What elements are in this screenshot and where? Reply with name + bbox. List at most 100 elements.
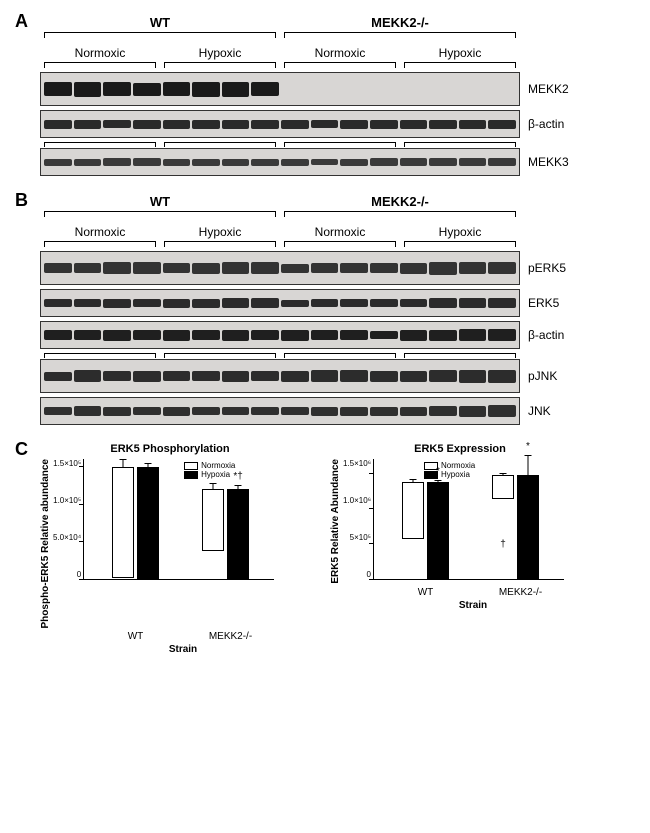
legend-item: Normoxia [184,461,235,470]
error-bar [527,455,528,476]
lane [311,362,339,390]
band [429,120,457,129]
bar [137,467,159,580]
condition-row: NormoxicHypoxicNormoxicHypoxic [40,46,635,60]
lane [192,254,220,282]
lane [370,254,398,282]
legend-swatch [184,471,198,479]
chart-title: ERK5 Expression [330,443,590,455]
bracket [164,353,276,355]
lane [74,75,102,103]
bracket [284,211,516,213]
lane [400,113,428,135]
blot-label: ERK5 [528,296,559,310]
lane [103,292,131,314]
western-blot [40,72,520,106]
tick-mark [79,466,84,467]
band [103,158,131,166]
lane [370,75,398,103]
legend-swatch [184,462,198,470]
band [192,330,220,340]
lane [400,75,428,103]
band [222,159,250,166]
lane [74,292,102,314]
band [340,370,368,382]
band [370,407,398,416]
lane [340,362,368,390]
lane [163,75,191,103]
band [400,299,428,307]
error-bar [412,479,413,483]
blot-label: β-actin [528,117,564,131]
band [103,262,131,274]
western-blot [40,148,520,176]
lane [222,254,250,282]
plot-area: NormoxiaHypoxia*†* [373,459,564,580]
lane [251,75,279,103]
band [281,300,309,307]
lane [429,324,457,346]
bracket [284,32,516,34]
band [192,299,220,308]
band [133,371,161,382]
western-blot [40,359,520,393]
lane [459,113,487,135]
band [400,158,428,166]
band [44,299,72,307]
lane [400,254,428,282]
tick-mark [369,473,374,474]
band [251,120,279,129]
blot-row: JNK [40,397,635,425]
band [44,82,72,96]
lane [222,362,250,390]
lane [459,151,487,173]
bar [517,475,539,579]
band [74,82,102,97]
lane [133,400,161,422]
bracket [284,62,396,64]
band [163,371,191,381]
bracket [44,241,156,243]
band [74,299,102,307]
lane [44,113,72,135]
blot-label: pERK5 [528,261,566,275]
band [163,82,191,96]
condition-row: NormoxicHypoxicNormoxicHypoxic [40,225,635,239]
band [251,407,279,415]
blot-row: MEKK2 [40,72,635,106]
lane [133,324,161,346]
x-tick-label: WT [88,631,183,642]
band [103,299,131,308]
lane [251,400,279,422]
lane [400,400,428,422]
x-labels: WTMEKK2-/- [378,587,590,598]
band [340,120,368,129]
error-bar [123,459,124,468]
band [459,370,487,383]
error-bar [502,473,503,477]
lane [222,292,250,314]
blot-label: MEKK3 [528,155,569,169]
western-blot [40,251,520,285]
lane [281,400,309,422]
band [44,159,72,166]
lane [429,362,457,390]
band [192,159,220,166]
condition-label: Hypoxic [400,225,520,239]
x-axis-label: Strain [88,644,278,655]
band [400,120,428,129]
lane [311,292,339,314]
band [103,371,131,381]
band [459,158,487,166]
band [251,82,279,96]
condition-label: Normoxic [40,225,160,239]
band [459,298,487,308]
lane [459,292,487,314]
band [311,330,339,340]
lane [400,292,428,314]
band [103,407,131,416]
genotype-row: WTMEKK2-/- [40,194,635,209]
band [488,262,516,274]
lane [429,400,457,422]
band [488,405,516,417]
